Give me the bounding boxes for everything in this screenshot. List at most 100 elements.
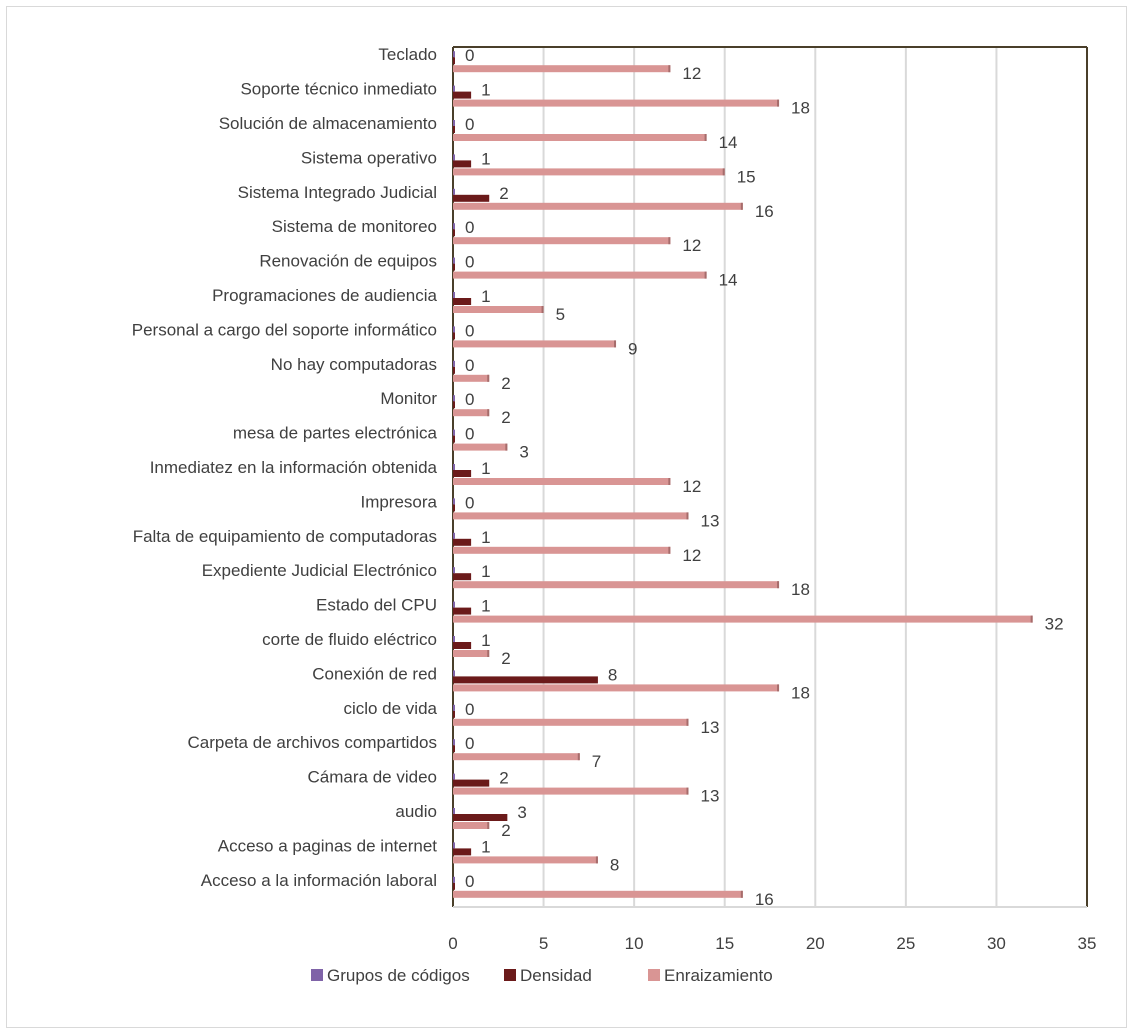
category-label: Acceso a la información laboral	[201, 871, 437, 890]
bar-densidad	[453, 160, 472, 168]
bar-enraizamiento	[453, 753, 580, 761]
bar-enraizamiento-end	[487, 822, 490, 829]
bar-grupos-de-codigos	[453, 498, 455, 505]
bar-grupos-de-codigos	[453, 808, 455, 814]
bar-enraizamiento	[453, 168, 725, 176]
bar-densidad	[453, 538, 472, 546]
value-label-enraizamiento: 13	[700, 787, 719, 806]
x-tick-label: 5	[539, 934, 548, 953]
value-labels: 1201811401511621201405190202030121130121…	[465, 46, 1064, 909]
bar-densidad	[453, 848, 472, 856]
category-label: Teclado	[378, 45, 437, 64]
legend-swatch-densidad	[504, 969, 516, 981]
bar-grupos-de-codigos	[453, 876, 455, 883]
bar-enraizamiento	[453, 65, 671, 73]
bar-densidad	[453, 435, 455, 443]
bar-grupos-de-codigos	[453, 429, 455, 436]
category-label: Carpeta de archivos compartidos	[188, 733, 437, 752]
bar-enraizamiento-end	[577, 753, 580, 761]
value-label-densidad: 3	[517, 803, 526, 822]
value-label-enraizamiento: 16	[755, 890, 774, 909]
bar-grupos-de-codigos	[453, 51, 455, 58]
bar-enraizamiento-end	[704, 134, 707, 141]
value-label-enraizamiento: 15	[737, 167, 756, 186]
bar-grupos-de-codigos	[453, 395, 455, 402]
grid-layer	[452, 46, 1088, 908]
bar-grupos-de-codigos	[453, 257, 455, 264]
value-label-enraizamiento: 12	[682, 546, 701, 565]
bar-enraizamiento-end	[722, 168, 725, 176]
bar-enraizamiento-end	[777, 684, 780, 692]
value-label-enraizamiento: 14	[719, 133, 738, 152]
bar-grupos-de-codigos	[453, 326, 455, 333]
bar-enraizamiento-end	[686, 787, 689, 795]
bar-enraizamiento	[453, 340, 617, 348]
bar-enraizamiento	[453, 374, 490, 382]
bar-enraizamiento-end	[777, 581, 780, 589]
bar-grupos-de-codigos	[453, 85, 455, 92]
value-label-enraizamiento: 12	[682, 64, 701, 83]
value-label-enraizamiento: 13	[700, 511, 719, 530]
value-label-enraizamiento: 18	[791, 99, 810, 118]
bar-densidad	[453, 745, 455, 753]
bar-enraizamiento-end	[487, 650, 490, 657]
bar-grupos-de-codigos	[453, 360, 455, 367]
bar-densidad	[453, 814, 508, 821]
category-label: Inmediatez en la información obtenida	[150, 458, 438, 477]
bar-enraizamiento-end	[541, 306, 544, 313]
value-label-enraizamiento: 12	[682, 236, 701, 255]
bar-enraizamiento	[453, 202, 743, 210]
bar-densidad	[453, 401, 455, 409]
value-label-densidad: 0	[465, 700, 474, 719]
value-label-enraizamiento: 8	[610, 855, 619, 874]
legend-swatch-grupos-de-codigos	[311, 969, 323, 981]
category-label: Soporte técnico inmediato	[240, 80, 437, 99]
value-label-densidad: 0	[465, 493, 474, 512]
value-label-enraizamiento: 2	[501, 408, 510, 427]
bar-enraizamiento	[453, 237, 671, 245]
legend-swatch-enraizamiento	[648, 969, 660, 981]
category-label: corte de fluido eléctrico	[262, 630, 437, 649]
bar-densidad	[453, 607, 472, 615]
bar-enraizamiento	[453, 546, 671, 554]
bar-densidad	[453, 504, 455, 512]
bar-densidad	[453, 194, 490, 202]
chart-frame: Teclado Soporte técnico inmediato Solución…	[6, 6, 1127, 1028]
category-label: Sistema Integrado Judicial	[238, 183, 437, 202]
bar-densidad	[453, 573, 472, 581]
value-label-densidad: 2	[499, 769, 508, 788]
category-label: Impresora	[360, 492, 437, 511]
bar-densidad	[453, 57, 455, 65]
x-tick-label: 25	[896, 934, 915, 953]
bar-grupos-de-codigos	[453, 670, 455, 677]
bar-grupos-de-codigos	[453, 223, 455, 230]
bar-enraizamiento	[453, 271, 707, 279]
value-label-densidad: 0	[465, 46, 474, 65]
bar-enraizamiento	[453, 409, 490, 417]
category-label: Expediente Judicial Electrónico	[202, 561, 437, 580]
legend-label-enraizamiento: Enraizamiento	[664, 966, 773, 985]
bar-densidad	[453, 298, 472, 305]
category-label: mesa de partes electrónica	[233, 424, 438, 443]
category-label: Cámara de video	[308, 768, 437, 787]
category-label: Conexión de red	[312, 664, 437, 683]
value-label-densidad: 0	[465, 218, 474, 237]
bar-enraizamiento	[453, 443, 508, 451]
bar-grupos-de-codigos	[453, 773, 455, 780]
bar-enraizamiento-end	[595, 856, 598, 864]
bar-grupos-de-codigos	[453, 464, 455, 470]
bar-enraizamiento-end	[668, 478, 671, 485]
bar-densidad	[453, 710, 455, 718]
value-label-densidad: 0	[465, 425, 474, 444]
bar-enraizamiento	[453, 650, 490, 657]
value-label-densidad: 1	[481, 597, 490, 616]
value-label-enraizamiento: 2	[501, 374, 510, 393]
category-label: No hay computadoras	[271, 355, 437, 374]
bar-enraizamiento-end	[704, 271, 707, 279]
category-label: Renovación de equipos	[259, 252, 437, 271]
value-label-enraizamiento: 9	[628, 339, 637, 358]
bar-enraizamiento-end	[668, 237, 671, 245]
value-label-densidad: 0	[465, 390, 474, 409]
category-label: Monitor	[380, 389, 437, 408]
legend-label-grupos-de-codigos: Grupos de códigos	[327, 966, 470, 985]
